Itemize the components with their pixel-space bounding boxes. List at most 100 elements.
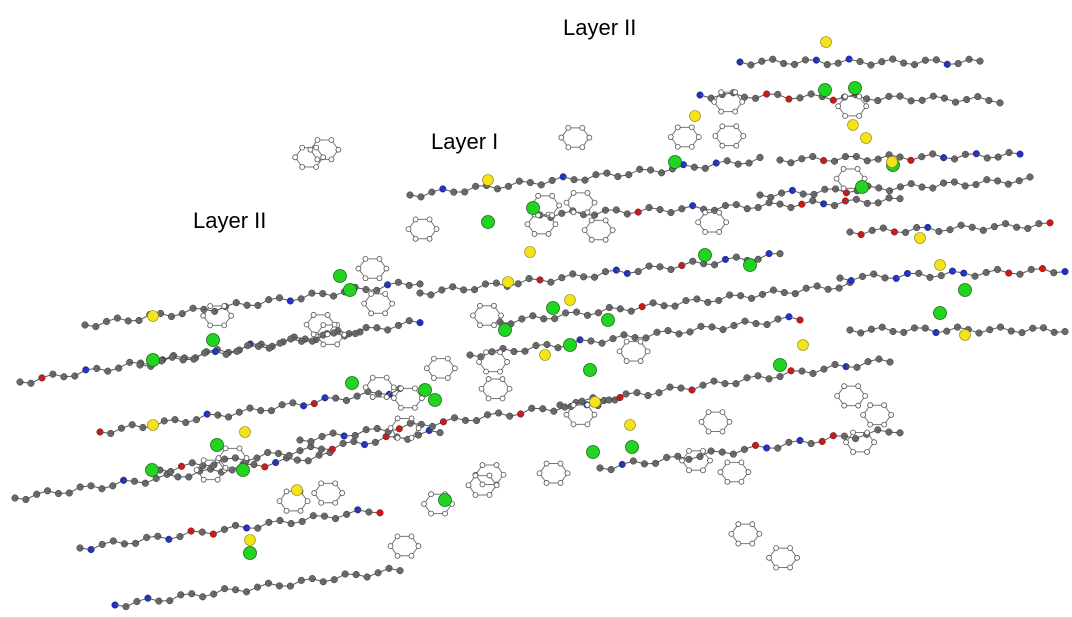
atom xyxy=(585,210,590,215)
atom xyxy=(680,458,685,463)
atom xyxy=(362,301,367,306)
atom xyxy=(842,384,847,389)
atom xyxy=(325,312,330,317)
atom xyxy=(422,501,427,506)
atom xyxy=(777,373,784,380)
atom xyxy=(319,433,326,440)
atom xyxy=(321,342,326,347)
atom xyxy=(739,460,744,465)
atom xyxy=(734,124,739,129)
atom xyxy=(494,463,499,468)
sulfur-atom xyxy=(540,350,551,361)
atom xyxy=(519,316,526,323)
atom xyxy=(391,385,396,390)
atom xyxy=(377,276,382,281)
atom xyxy=(500,377,505,382)
sulfur-atom xyxy=(292,485,303,496)
atom xyxy=(477,323,482,328)
atom xyxy=(746,470,751,475)
atom xyxy=(864,104,869,109)
atom xyxy=(409,416,414,421)
atom xyxy=(675,125,680,130)
ring xyxy=(620,342,648,361)
atom xyxy=(429,511,434,516)
atom xyxy=(142,480,149,487)
sulfur-atom xyxy=(525,247,536,258)
atom xyxy=(585,402,590,407)
ring xyxy=(427,359,455,378)
atom xyxy=(377,256,382,261)
atom xyxy=(452,366,457,371)
atom xyxy=(972,273,979,280)
atom xyxy=(571,210,576,215)
ring xyxy=(585,220,613,239)
metal-atom xyxy=(439,494,452,507)
atom xyxy=(835,393,840,398)
atom xyxy=(298,296,305,303)
atom xyxy=(473,492,478,497)
atom xyxy=(550,193,555,198)
sulfur-atom xyxy=(887,157,898,168)
atom xyxy=(656,389,663,396)
atom xyxy=(585,190,590,195)
atom xyxy=(321,323,326,328)
metal-atom xyxy=(344,284,357,297)
atom xyxy=(587,135,592,140)
atom xyxy=(544,461,549,466)
atom xyxy=(194,467,199,472)
ring xyxy=(540,464,568,483)
atom xyxy=(445,356,450,361)
atom xyxy=(412,386,417,391)
metal-atom xyxy=(587,446,600,459)
atom xyxy=(617,349,622,354)
atom xyxy=(857,330,864,337)
atom xyxy=(286,452,293,459)
metal-atom xyxy=(849,82,862,95)
atom xyxy=(582,228,587,233)
layer-label: Layer I xyxy=(431,129,498,154)
atom xyxy=(363,276,368,281)
atom xyxy=(564,412,569,417)
atom xyxy=(484,350,489,355)
ring xyxy=(358,259,386,278)
sulfur-atom xyxy=(848,120,859,131)
metal-atom xyxy=(602,314,615,327)
atom xyxy=(733,90,738,95)
atom xyxy=(470,313,475,318)
atom xyxy=(566,125,571,130)
atom xyxy=(739,479,744,484)
atom xyxy=(675,144,680,149)
sulfur-atom xyxy=(625,420,636,431)
atom xyxy=(412,405,417,410)
atom xyxy=(335,342,340,347)
atom xyxy=(851,449,856,454)
atom xyxy=(788,546,793,551)
atom xyxy=(377,510,384,517)
atom xyxy=(395,416,400,421)
atom xyxy=(406,227,411,232)
atom xyxy=(498,313,503,318)
sulfur-atom xyxy=(240,427,251,438)
sulfur-atom xyxy=(148,311,159,322)
atom xyxy=(857,94,862,99)
atom xyxy=(115,365,122,372)
atom xyxy=(236,409,243,416)
atom xyxy=(505,359,510,364)
atom xyxy=(201,458,206,463)
atom xyxy=(431,376,436,381)
atom xyxy=(315,157,320,162)
atom xyxy=(416,426,421,431)
atom xyxy=(491,323,496,328)
metal-atom xyxy=(207,334,220,347)
atom xyxy=(284,508,289,513)
atom xyxy=(719,109,724,114)
atom xyxy=(638,359,643,364)
atom xyxy=(333,500,338,505)
atom xyxy=(717,210,722,215)
atom xyxy=(843,94,848,99)
atom xyxy=(370,395,375,400)
atom xyxy=(507,386,512,391)
atom xyxy=(724,220,729,225)
atom xyxy=(66,490,73,497)
atom xyxy=(33,491,40,498)
